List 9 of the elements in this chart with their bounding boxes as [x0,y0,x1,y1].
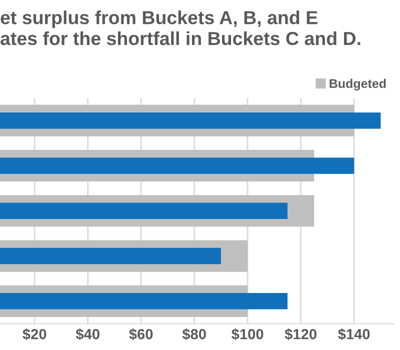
x-tick-label: $40 [76,328,100,340]
x-tick-label: $140 [338,328,370,340]
legend-label: Budgeted [330,78,386,90]
x-tick-label: $100 [232,328,264,340]
x-tick-label: $60 [129,328,153,340]
x-tick-label: $20 [22,328,46,340]
x-tick-label: $120 [284,328,316,340]
x-tick-label: $80 [182,328,206,340]
chart-title: et surplus from Buckets A, B, and E ates for the shortfall in Buckets C and D. [0,10,360,46]
